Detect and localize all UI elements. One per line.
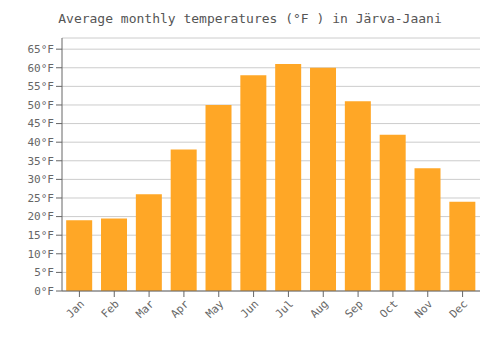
- svg-text:Feb: Feb: [99, 297, 122, 320]
- svg-text:30°F: 30°F: [28, 173, 55, 186]
- svg-text:Mar: Mar: [133, 297, 157, 321]
- svg-text:Aug: Aug: [308, 297, 331, 320]
- svg-text:Dec: Dec: [447, 297, 470, 320]
- svg-text:Nov: Nov: [412, 297, 436, 321]
- svg-text:60°F: 60°F: [28, 62, 55, 75]
- svg-text:Apr: Apr: [168, 297, 192, 321]
- svg-text:Jun: Jun: [238, 297, 261, 320]
- html-text:Average monthly temperatures (: Average monthly temperatures (°F ) in Jä…: [58, 11, 442, 26]
- svg-text:55°F: 55°F: [28, 80, 55, 93]
- svg-text:25°F: 25°F: [28, 192, 55, 205]
- svg-text:May: May: [203, 297, 227, 321]
- svg-text:10°F: 10°F: [28, 248, 55, 261]
- svg-text:5°F: 5°F: [34, 266, 54, 279]
- svg-text:65°F: 65°F: [28, 43, 55, 56]
- svg-text:0°F: 0°F: [34, 285, 54, 298]
- svg-text:Sep: Sep: [342, 297, 365, 320]
- svg-text:Jul: Jul: [273, 297, 296, 320]
- svg-text:15°F: 15°F: [28, 229, 55, 242]
- svg-text:50°F: 50°F: [28, 99, 55, 112]
- svg-text:35°F: 35°F: [28, 155, 55, 168]
- svg-text:20°F: 20°F: [28, 210, 55, 223]
- svg-text:Jan: Jan: [64, 297, 87, 320]
- svg-text:Oct: Oct: [377, 297, 400, 320]
- svg-text:40°F: 40°F: [28, 136, 55, 149]
- svg-text:45°F: 45°F: [28, 117, 55, 130]
